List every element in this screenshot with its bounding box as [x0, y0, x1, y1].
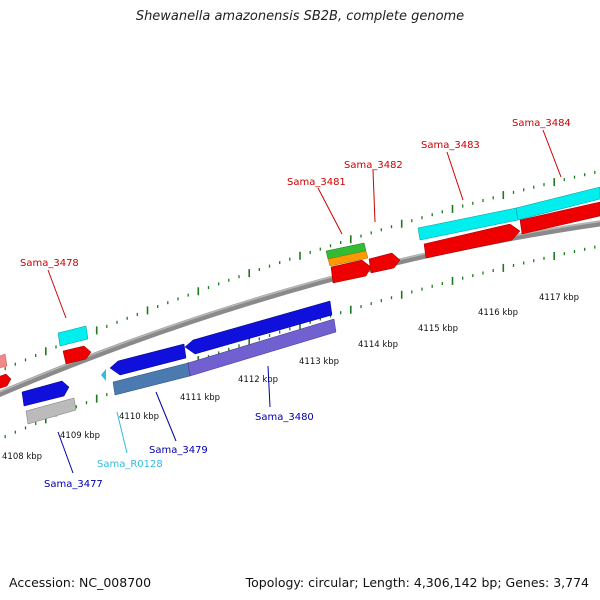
gene-sama-3482-orange[interactable]	[327, 250, 369, 267]
lower-strand-genes	[21, 300, 337, 425]
gene-labels: Sama_3478 Sama_3481 Sama_3482 Sama_3483 …	[20, 118, 571, 490]
tick-label-4114: 4114 kbp	[358, 340, 398, 350]
gene-sama-3480-purple[interactable]	[187, 318, 337, 377]
gene-sama-3482-red[interactable]	[368, 252, 401, 274]
label-sama-r0128[interactable]: Sama_R0128	[97, 459, 163, 470]
gene-sama-3477-gray[interactable]	[25, 397, 77, 425]
gene-sama-3481-red[interactable]	[330, 259, 372, 284]
tick-label-4111: 4111 kbp	[180, 393, 220, 403]
gene-sama-3484-cyan[interactable]	[515, 186, 600, 221]
leader-lines	[47, 129, 562, 474]
tick-label-4116: 4116 kbp	[478, 308, 518, 318]
gene-pink-partial[interactable]	[0, 353, 8, 369]
tick-label-4113: 4113 kbp	[299, 357, 339, 367]
label-sama-3479[interactable]: Sama_3479	[149, 445, 208, 456]
topology-text: Topology: circular; Length: 4,306,142 bp…	[245, 575, 589, 590]
tick-label-4110: 4110 kbp	[119, 412, 159, 422]
label-sama-3484[interactable]: Sama_3484	[512, 118, 571, 129]
gene-red-partial[interactable]	[0, 373, 12, 390]
tick-row-upper	[4, 170, 596, 371]
tick-label-4112: 4112 kbp	[238, 375, 278, 385]
label-sama-3483[interactable]: Sama_3483	[421, 140, 480, 151]
accession-text: Accession: NC_008700	[9, 575, 152, 590]
upper-strand-genes	[0, 186, 600, 390]
gene-sama-3480-blue[interactable]	[184, 300, 333, 355]
gene-sama-r0128-marker[interactable]	[101, 369, 106, 381]
label-sama-3481[interactable]: Sama_3481	[287, 177, 346, 188]
gene-sama-3478-cyan[interactable]	[57, 325, 89, 347]
tick-label-4109: 4109 kbp	[60, 431, 100, 441]
label-sama-3477[interactable]: Sama_3477	[44, 479, 103, 490]
tick-label-4115: 4115 kbp	[418, 324, 458, 334]
label-sama-3478[interactable]: Sama_3478	[20, 258, 79, 269]
gene-sama-3478-red[interactable]	[62, 345, 92, 365]
tick-label-4108: 4108 kbp	[2, 452, 42, 462]
map-title: Shewanella amazonensis SB2B, complete ge…	[135, 9, 465, 24]
gene-sama-3484-red[interactable]	[519, 201, 600, 235]
gene-sama-3479-blue[interactable]	[109, 343, 187, 376]
label-sama-3482[interactable]: Sama_3482	[344, 160, 403, 171]
label-sama-3480[interactable]: Sama_3480	[255, 412, 314, 423]
tick-label-4117: 4117 kbp	[539, 293, 579, 303]
gene-sama-3483-red[interactable]	[423, 223, 521, 259]
gene-sama-3477-blue[interactable]	[21, 380, 70, 407]
tick-labels: 4108 kbp 4109 kbp 4110 kbp 4111 kbp 4112…	[2, 293, 579, 462]
